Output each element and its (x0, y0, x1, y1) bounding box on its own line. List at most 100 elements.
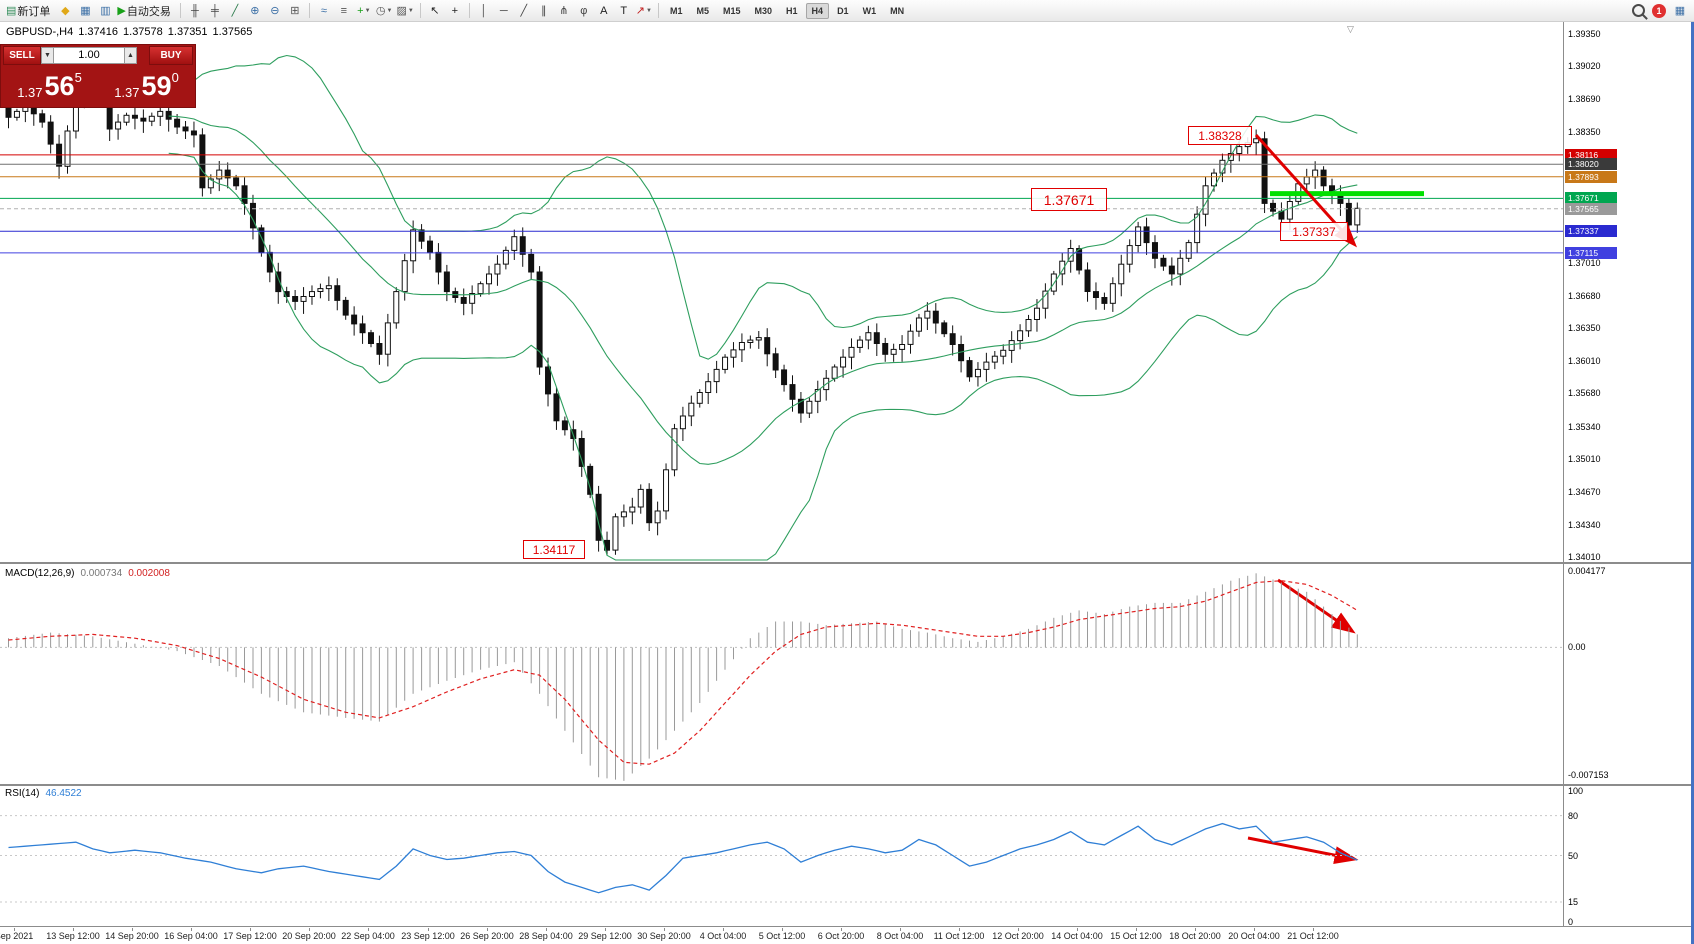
bar-chart-icon[interactable]: ╫ (185, 2, 205, 20)
timeframe-button-m15[interactable]: M15 (717, 3, 747, 19)
candle-body (359, 323, 366, 334)
arrows-menu-button[interactable]: ↗ ▼ (634, 2, 654, 20)
line-chart-icon-glyph: ╱ (231, 5, 239, 17)
horizontal-line-icon-glyph: ─ (499, 4, 508, 17)
candle-body (949, 333, 956, 346)
price-annotation[interactable]: 1.34117 (523, 540, 585, 559)
candle-body (772, 353, 779, 371)
toolbar-separator (419, 3, 421, 18)
horizontal-line-icon[interactable]: ─ (494, 2, 514, 20)
candle-body (1261, 138, 1268, 204)
candle-body (519, 236, 526, 255)
timeframe-button-m5[interactable]: M5 (690, 3, 715, 19)
panel-separator[interactable] (0, 562, 1694, 564)
timeframe-button-w1[interactable]: W1 (857, 3, 883, 19)
one-click-trading-panel: SELL ▼ ▲ BUY 1.37 56 5 1.37 59 0 (0, 44, 196, 108)
candlestick-chart-icon[interactable]: ╪ (205, 2, 225, 20)
terminal-icon[interactable]: ▦ (75, 2, 95, 20)
volume-increase-button[interactable]: ▲ (124, 46, 137, 64)
line-chart-icon[interactable]: ╱ (225, 2, 245, 20)
periods-menu-button[interactable]: ◷ ▼ (374, 2, 395, 20)
sell-price[interactable]: 1.37 56 5 (1, 65, 98, 107)
chart-shift-marker[interactable]: ▽ (1347, 24, 1354, 34)
time-axis-tick (73, 928, 74, 931)
candle-body (873, 332, 880, 345)
candle-body (915, 317, 922, 332)
price-annotation[interactable]: 1.37337 (1280, 222, 1348, 241)
indicators-icon[interactable]: ≈ (314, 2, 334, 20)
objects-list-icon[interactable]: ≡ (334, 2, 354, 20)
time-axis-tick (368, 928, 369, 931)
candle-body (941, 322, 948, 335)
candle-body (13, 110, 20, 118)
crosshair-icon[interactable]: + (445, 2, 465, 20)
arrows-menu-glyph: ↗ (635, 5, 646, 17)
fibonacci-icon[interactable]: φ (574, 2, 594, 20)
macd-axis-label: 0.004177 (1568, 566, 1606, 576)
zoom-out-icon[interactable]: ⊖ (265, 2, 285, 20)
strategy-tester-icon[interactable]: ◆ (55, 2, 75, 20)
candle-body (140, 117, 147, 122)
timeframe-button-m30[interactable]: M30 (749, 3, 779, 19)
candle-body (738, 342, 745, 351)
text-icon[interactable]: A (594, 2, 614, 20)
cursor-icon[interactable]: ↖ (425, 2, 445, 20)
candle-body (671, 428, 678, 471)
candle-body (123, 114, 130, 123)
candle-body (528, 253, 535, 273)
timeframe-button-h4[interactable]: H4 (805, 2, 830, 19)
panel-separator[interactable] (0, 784, 1694, 786)
timeframe-button-m1[interactable]: M1 (664, 3, 689, 19)
price-annotation[interactable]: 1.38328 (1188, 126, 1252, 145)
candle-body (637, 488, 644, 508)
candle-body (317, 288, 324, 293)
candle-body (39, 113, 46, 123)
add-indicator-button[interactable]: + ▼ (354, 2, 374, 20)
chart-window-icon[interactable]: ▥ (95, 2, 115, 20)
time-axis-tick (428, 928, 429, 931)
volume-decrease-button[interactable]: ▼ (41, 46, 54, 64)
buy-price[interactable]: 1.37 59 0 (98, 65, 195, 107)
vertical-line-icon[interactable]: │ (474, 2, 494, 20)
zoom-in-icon[interactable]: ⊕ (245, 2, 265, 20)
time-axis-tick (1018, 928, 1019, 931)
pitchfork-icon[interactable]: ⋔ (554, 2, 574, 20)
volume-input[interactable] (54, 46, 124, 64)
price-axis-label: 1.35680 (1568, 388, 1601, 398)
tile-windows-icon-glyph: ⊞ (290, 5, 300, 17)
timeframe-button-mn[interactable]: MN (884, 3, 910, 19)
trendline-icon[interactable]: ╱ (514, 2, 534, 20)
auto-trading-button[interactable]: ▶ 自动交易 (115, 2, 175, 20)
candle-body (620, 511, 627, 518)
add-indicator-glyph: + (357, 4, 364, 17)
price-annotation[interactable]: 1.37671 (1031, 188, 1107, 211)
pitchfork-icon-glyph: ⋔ (559, 5, 569, 17)
search-icon[interactable] (1628, 2, 1648, 20)
candle-body (882, 343, 889, 355)
new-order-button[interactable]: ▤ 新订单 (4, 2, 55, 20)
buy-price-big: 59 (141, 71, 172, 101)
channel-icon[interactable]: ∥ (534, 2, 554, 20)
tile-windows-icon[interactable]: ⊞ (285, 2, 305, 20)
notification-badge[interactable]: 1 (1652, 3, 1666, 18)
time-axis-label: 26 Sep 20:00 (460, 931, 514, 941)
timeframe-button-d1[interactable]: D1 (831, 3, 855, 19)
time-axis-label: 14 Sep 20:00 (105, 931, 159, 941)
window-accent-edge (1691, 22, 1694, 944)
time-axis-label: 18 Oct 20:00 (1169, 931, 1221, 941)
time-axis-label: 11 Oct 12:00 (933, 931, 985, 941)
text-label-icon[interactable]: T (614, 2, 634, 20)
workspace-icon[interactable]: ▦ (1670, 2, 1690, 20)
buy-price-sup: 0 (171, 70, 179, 85)
candle-body (410, 229, 417, 262)
sell-button[interactable]: SELL (3, 45, 41, 65)
candle-body (477, 283, 484, 295)
candle-body (932, 310, 939, 324)
candle-body (991, 355, 998, 363)
buy-button[interactable]: BUY (149, 45, 193, 65)
time-axis-label: 21 Oct 12:00 (1287, 931, 1339, 941)
templates-menu-button[interactable]: ▨ ▼ (394, 2, 415, 20)
ohlc-close: 1.37565 (212, 26, 253, 38)
timeframe-button-h1[interactable]: H1 (780, 3, 804, 19)
